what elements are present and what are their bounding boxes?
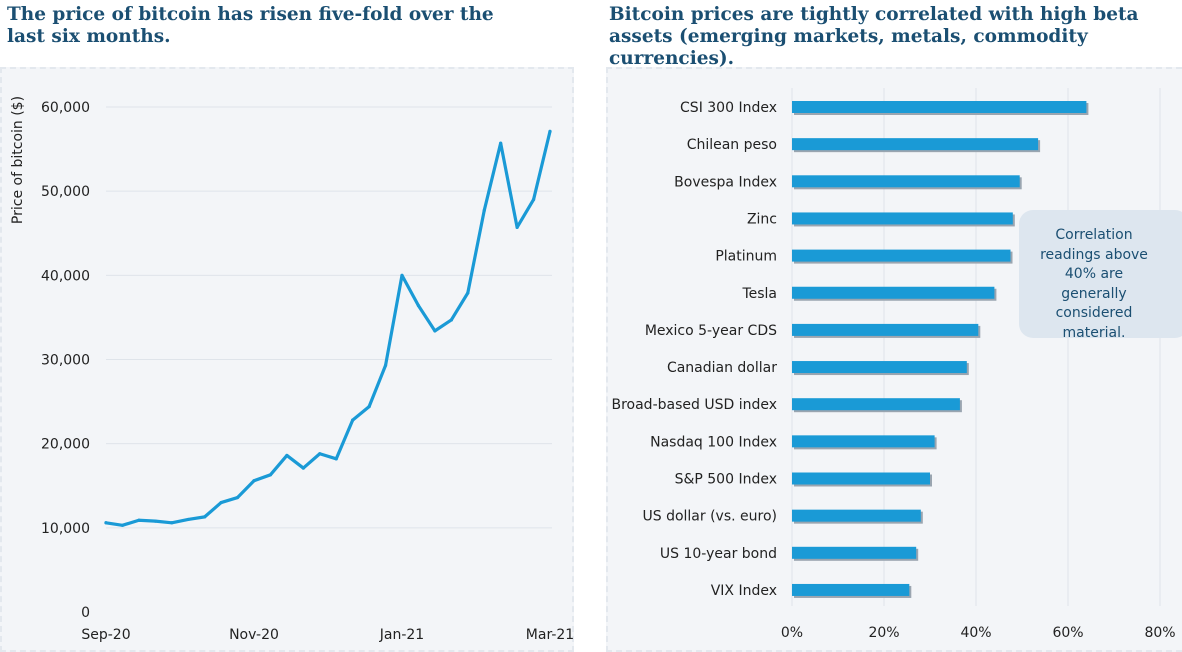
bar-bovespa-index (792, 175, 1020, 188)
line-data-point (449, 318, 453, 322)
line-data-point (531, 197, 536, 202)
line-data-point (367, 405, 371, 409)
line-data-point (400, 273, 404, 277)
line-xtick-label: Sep-20 (81, 627, 130, 643)
bar-category-label: VIX Index (711, 583, 777, 599)
bar-xtick-label: 0% (781, 625, 803, 641)
line-ytick-label: 40,000 (41, 268, 90, 284)
line-data-point (416, 304, 421, 308)
right-chart-title: Bitcoin prices are tightly correlated wi… (609, 4, 1139, 69)
line-data-point (203, 515, 207, 519)
line-xtick-label: Nov-20 (229, 627, 279, 643)
line-data-point (186, 517, 190, 522)
bar-category-label: Mexico 5-year CDS (645, 323, 777, 339)
line-ytick-label: 0 (81, 605, 90, 621)
bar-category-label: Tesla (741, 286, 777, 302)
line-data-point (153, 519, 157, 523)
bar-tesla (792, 286, 995, 299)
line-ytick-label: 20,000 (41, 437, 90, 453)
bar-xtick-label: 80% (1144, 625, 1175, 641)
bar-xtick-label: 60% (1052, 625, 1083, 641)
line-ytick-label: 60,000 (41, 100, 90, 116)
line-data-point (301, 466, 305, 470)
correlation-callout: Correlation readings above 40% are gener… (1019, 210, 1182, 341)
line-y-axis-label: Price of bitcoin ($) (10, 96, 26, 224)
bar-us-dollar-vs-euro (792, 509, 921, 522)
line-data-point (466, 291, 470, 295)
bar-category-label: Platinum (715, 249, 777, 265)
bar-s-p-500-index (792, 472, 930, 485)
line-data-point (268, 473, 273, 477)
line-ytick-label: 50,000 (41, 184, 90, 200)
callout-text: Correlation readings above 40% are gener… (1040, 227, 1148, 341)
bar-us-10-year-bond (792, 546, 917, 559)
bar-mexico-5-year-cds (792, 323, 979, 336)
line-data-point (482, 208, 486, 213)
bar-zinc (792, 212, 1013, 225)
line-xtick-label: Jan-21 (379, 627, 424, 643)
line-data-point (120, 523, 125, 527)
bar-vix-index (792, 583, 910, 596)
line-data-point (252, 479, 256, 483)
bar-category-label: US dollar (vs. euro) (642, 509, 777, 525)
bar-category-label: CSI 300 Index (680, 100, 777, 116)
bar-category-label: Canadian dollar (667, 360, 777, 376)
bar-nasdaq-100-index (792, 435, 935, 448)
bar-platinum (792, 249, 1011, 262)
bar-category-label: US 10-year bond (660, 546, 777, 562)
line-data-point (219, 500, 223, 505)
bar-xtick-label: 20% (868, 625, 899, 641)
bar-xtick-label: 40% (960, 625, 991, 641)
line-xtick-label: Mar-21 (526, 627, 574, 643)
line-data-point (318, 452, 322, 456)
line-ytick-label: 30,000 (41, 353, 90, 369)
line-data-point (334, 457, 338, 461)
line-data-point (137, 518, 141, 522)
bar-category-label: S&P 500 Index (675, 472, 777, 488)
line-series-bitcoin-price (104, 129, 552, 527)
bar-category-label: Broad-based USD index (611, 397, 777, 413)
line-data-point (499, 141, 503, 145)
line-data-point (548, 129, 552, 134)
bar-broad-based-usd-index (792, 398, 960, 411)
line-data-point (383, 363, 388, 367)
line-data-point (104, 521, 108, 525)
bar-csi-300-index (792, 101, 1087, 113)
left-chart-title: The price of bitcoin has risen five-fold… (7, 4, 494, 47)
bar-category-label: Chilean peso (687, 137, 777, 153)
bar-category-label: Nasdaq 100 Index (650, 434, 777, 450)
line-data-point (351, 418, 355, 422)
line-data-point (285, 453, 289, 458)
line-ytick-label: 10,000 (41, 521, 90, 537)
bar-category-label: Zinc (747, 211, 777, 227)
bar-canadian-dollar (792, 361, 967, 374)
bar-category-label: Bovespa Index (674, 174, 777, 190)
line-data-point (433, 329, 437, 333)
bar-chilean-peso (792, 138, 1039, 151)
line-data-point (515, 225, 519, 229)
line-data-point (170, 521, 174, 525)
line-data-point (235, 495, 240, 500)
